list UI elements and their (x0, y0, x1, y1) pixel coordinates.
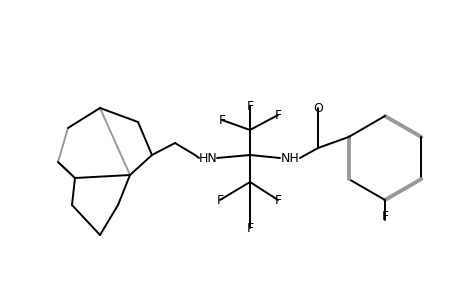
Text: O: O (313, 101, 322, 115)
Text: F: F (218, 113, 225, 127)
Text: NH: NH (280, 152, 299, 164)
Text: F: F (246, 221, 253, 235)
Text: F: F (274, 109, 281, 122)
Text: F: F (274, 194, 281, 206)
Text: F: F (381, 209, 388, 223)
Text: HN: HN (198, 152, 217, 164)
Text: F: F (216, 194, 223, 206)
Text: F: F (246, 100, 253, 112)
